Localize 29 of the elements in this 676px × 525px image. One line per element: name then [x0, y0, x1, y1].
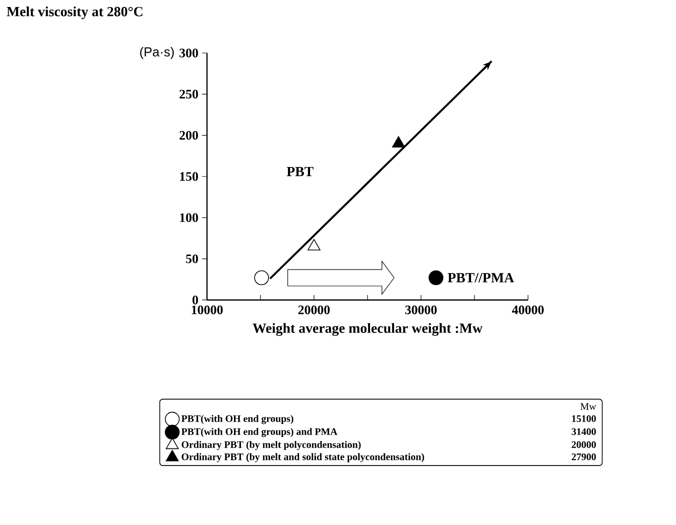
x-tick-label: 20000 — [298, 306, 330, 314]
y-tick-label: 300 — [180, 48, 198, 58]
x-tick-label: 30000 — [405, 306, 437, 314]
legend-label: Ordinary PBT (by melt and solid state polycondensation) — [182, 453, 424, 462]
y-tick-label: 0 — [192, 296, 198, 304]
y-tick-label: 250 — [180, 90, 198, 99]
y-axis-title: Melt viscosity at 280°C — [6, 6, 142, 20]
point — [392, 136, 405, 148]
y-tick-label: 200 — [180, 130, 198, 140]
annotation: PBT//PMA — [448, 273, 514, 282]
legend-label: PBT(with OH end groups) — [181, 414, 294, 424]
point — [308, 239, 320, 250]
text: (Pa·s) — [140, 46, 174, 60]
legend-title: Mw — [580, 403, 596, 410]
text: 20000 — [572, 441, 596, 448]
y-tick-label: 50 — [186, 254, 198, 264]
x-axis-title: Weight average molecular weight :Mw — [252, 323, 482, 336]
annotation: PBT — [286, 166, 314, 176]
point — [254, 270, 269, 286]
y-tick-label: 100 — [180, 213, 198, 222]
text: 31400 — [572, 428, 596, 435]
point — [428, 270, 444, 286]
x-tick-label: 10000 — [192, 306, 223, 314]
text: 15100 — [572, 415, 596, 422]
legend-label: Ordinary PBT (by melt polycondensation) — [182, 440, 361, 450]
x-tick-label: 40000 — [512, 306, 544, 314]
y-tick-label: 150 — [180, 172, 198, 181]
text: 27900 — [572, 453, 596, 460]
legend-label: PBT(with OH end groups) and PMA — [181, 428, 338, 438]
